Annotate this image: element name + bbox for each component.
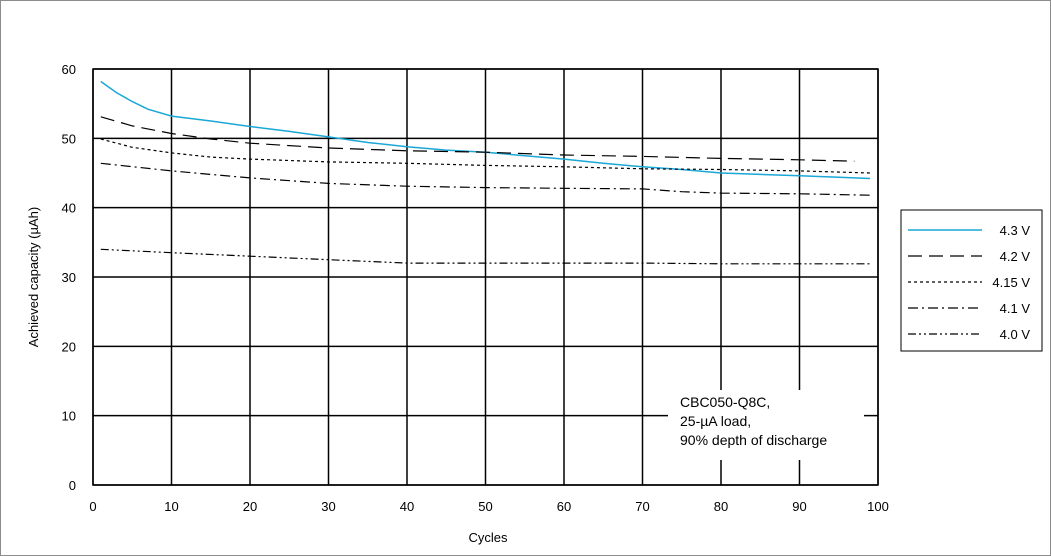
series-line-4 — [100, 162, 871, 196]
x-tick-label: 20 — [243, 499, 257, 514]
plot-area-border — [92, 68, 879, 486]
x-tick-label: 0 — [89, 499, 96, 514]
y-tick-label: 40 — [62, 201, 76, 216]
annotation-line-2: 25-µA load, — [680, 413, 751, 429]
legend-label-4: 4.1 V — [1000, 301, 1031, 316]
series-line-3 — [100, 138, 871, 174]
series-line-5 — [100, 248, 871, 265]
x-tick-label: 80 — [714, 499, 728, 514]
y-tick-label: 0 — [69, 478, 76, 493]
legend: 4.3 V 4.2 V 4.15 V 4.1 V 4.0 V — [908, 223, 1030, 342]
x-tick-label: 10 — [164, 499, 178, 514]
x-axis-label: Cycles — [468, 530, 508, 545]
legend-label-2: 4.2 V — [1000, 249, 1031, 264]
y-tick-label: 50 — [62, 131, 76, 146]
x-tick-label: 90 — [792, 499, 806, 514]
x-tick-label: 50 — [478, 499, 492, 514]
x-tick-label: 30 — [321, 499, 335, 514]
legend-label-3: 4.15 V — [992, 275, 1030, 290]
y-tick-labels: 0 10 20 30 40 50 60 — [62, 62, 76, 493]
series-line-1 — [100, 80, 871, 180]
series-lines — [100, 80, 871, 265]
annotation-line-1: CBC050-Q8C, — [680, 394, 770, 410]
x-tick-label: 60 — [557, 499, 571, 514]
legend-label-1: 4.3 V — [1000, 223, 1031, 238]
legend-label-5: 4.0 V — [1000, 327, 1031, 342]
y-tick-label: 30 — [62, 270, 76, 285]
x-tick-labels: 0 10 20 30 40 50 60 70 80 90 100 — [89, 499, 888, 514]
legend-box — [900, 209, 1043, 352]
x-tick-label: 40 — [400, 499, 414, 514]
x-tick-label: 70 — [635, 499, 649, 514]
y-tick-label: 20 — [62, 339, 76, 354]
annotation-box — [668, 390, 864, 460]
y-axis-label: Achieved capacity (µAh) — [26, 207, 41, 347]
x-tick-label: 100 — [867, 499, 889, 514]
y-tick-label: 60 — [62, 62, 76, 77]
y-tick-label: 10 — [62, 409, 76, 424]
series-line-2 — [100, 116, 855, 162]
annotation-line-3: 90% depth of discharge — [680, 432, 827, 448]
